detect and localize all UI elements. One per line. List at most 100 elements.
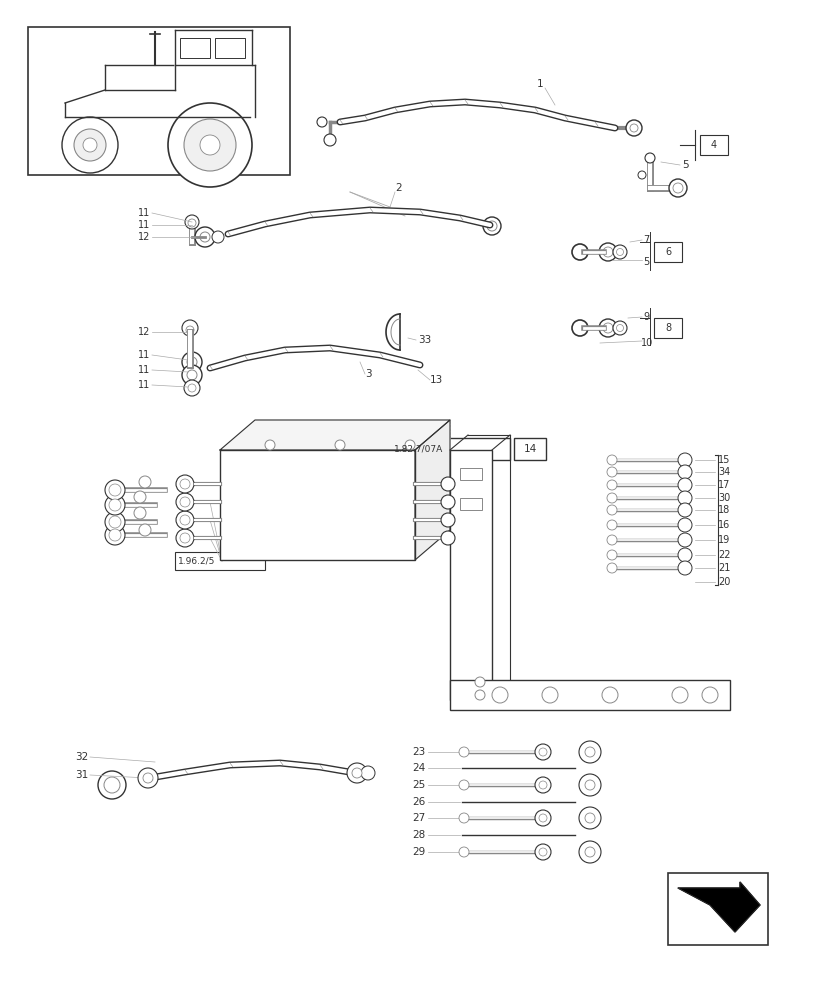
Circle shape — [83, 138, 97, 152]
Circle shape — [347, 763, 366, 783]
Circle shape — [105, 480, 125, 500]
Text: 20: 20 — [717, 577, 729, 587]
Polygon shape — [414, 420, 449, 560]
Circle shape — [677, 503, 691, 517]
Circle shape — [200, 232, 210, 242]
Circle shape — [542, 687, 557, 703]
Circle shape — [212, 231, 224, 243]
Text: 23: 23 — [412, 747, 425, 757]
Text: 14: 14 — [523, 444, 536, 454]
Circle shape — [176, 475, 194, 493]
Circle shape — [186, 326, 194, 334]
Text: 18: 18 — [717, 505, 729, 515]
Circle shape — [585, 780, 595, 790]
Bar — [220, 450, 414, 560]
Circle shape — [200, 135, 220, 155]
Text: 24: 24 — [412, 763, 425, 773]
Text: 34: 34 — [717, 467, 729, 477]
Text: 16: 16 — [717, 520, 729, 530]
Circle shape — [625, 120, 641, 136]
Text: 8: 8 — [664, 323, 670, 333]
Text: 5: 5 — [681, 160, 688, 170]
Bar — [28, 27, 289, 175]
Bar — [653, 242, 681, 262]
Circle shape — [176, 529, 194, 547]
Text: 17: 17 — [717, 480, 729, 490]
Circle shape — [538, 814, 547, 822]
Circle shape — [441, 477, 455, 491]
Circle shape — [606, 520, 616, 530]
Circle shape — [578, 841, 600, 863]
Text: 26: 26 — [412, 797, 425, 807]
Bar — [460, 498, 481, 510]
Circle shape — [677, 548, 691, 562]
Circle shape — [187, 370, 197, 380]
Text: 29: 29 — [412, 847, 425, 857]
Circle shape — [677, 491, 691, 505]
Text: 25: 25 — [412, 780, 425, 790]
Circle shape — [475, 690, 485, 700]
Circle shape — [602, 323, 612, 333]
Text: 21: 21 — [717, 563, 729, 573]
Circle shape — [335, 440, 345, 450]
Text: 12: 12 — [137, 232, 150, 242]
Circle shape — [179, 497, 189, 507]
Circle shape — [616, 324, 623, 332]
Circle shape — [134, 491, 146, 503]
Circle shape — [486, 221, 496, 231]
Text: 19: 19 — [717, 535, 729, 545]
Circle shape — [616, 248, 623, 255]
Circle shape — [104, 777, 120, 793]
Text: 2: 2 — [394, 183, 401, 193]
Circle shape — [139, 524, 151, 536]
Circle shape — [98, 771, 126, 799]
Text: 9: 9 — [643, 312, 648, 322]
Polygon shape — [677, 882, 759, 932]
Bar — [174, 552, 265, 570]
Bar — [449, 450, 491, 700]
Circle shape — [458, 847, 468, 857]
Circle shape — [606, 535, 616, 545]
Circle shape — [109, 529, 121, 541]
Text: 7: 7 — [643, 235, 648, 245]
Circle shape — [606, 467, 616, 477]
Circle shape — [606, 550, 616, 560]
Circle shape — [441, 495, 455, 509]
Circle shape — [578, 774, 600, 796]
Circle shape — [534, 744, 550, 760]
Circle shape — [534, 777, 550, 793]
Circle shape — [109, 484, 121, 496]
Circle shape — [188, 384, 196, 392]
Text: 32: 32 — [74, 752, 88, 762]
Text: 13: 13 — [429, 375, 442, 385]
Bar — [699, 135, 727, 155]
Text: 27: 27 — [412, 813, 425, 823]
Circle shape — [534, 810, 550, 826]
Circle shape — [134, 507, 146, 519]
Circle shape — [644, 153, 654, 163]
Circle shape — [105, 495, 125, 515]
Bar — [460, 468, 481, 480]
Text: 11: 11 — [137, 365, 150, 375]
Circle shape — [105, 525, 125, 545]
Circle shape — [606, 505, 616, 515]
Circle shape — [143, 773, 153, 783]
Text: 1.96.2/5: 1.96.2/5 — [178, 556, 215, 566]
Circle shape — [458, 780, 468, 790]
Circle shape — [265, 440, 275, 450]
Circle shape — [179, 515, 189, 525]
Circle shape — [176, 493, 194, 511]
Circle shape — [602, 247, 612, 257]
Bar — [390, 438, 509, 460]
Text: 33: 33 — [418, 335, 431, 345]
Bar — [449, 680, 729, 710]
Bar — [179, 38, 210, 58]
Circle shape — [109, 499, 121, 511]
Circle shape — [195, 227, 215, 247]
Circle shape — [458, 813, 468, 823]
Circle shape — [612, 245, 626, 259]
Circle shape — [677, 518, 691, 532]
Text: 3: 3 — [365, 369, 371, 379]
Circle shape — [677, 478, 691, 492]
Text: 28: 28 — [412, 830, 425, 840]
